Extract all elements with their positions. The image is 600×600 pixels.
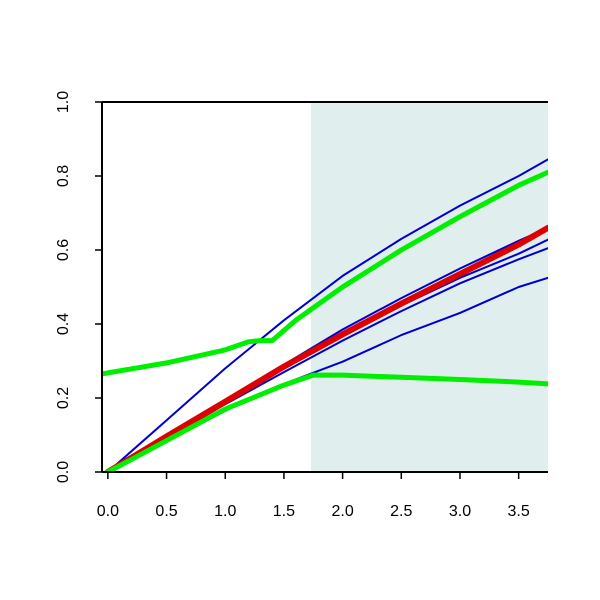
x-tick-label: 2.0	[331, 503, 353, 520]
y-tick-label: 0.2	[55, 387, 72, 409]
x-tick-label: 0.5	[155, 503, 177, 520]
series-line-6	[104, 224, 548, 472]
x-tick-label: 3.5	[508, 503, 530, 520]
x-tick-label: 1.0	[214, 503, 236, 520]
y-tick-label: 0.0	[55, 461, 72, 483]
series-line-1	[106, 158, 548, 472]
y-tick-label: 1.0	[55, 91, 72, 113]
x-tick-label: 3.0	[449, 503, 471, 520]
y-tick-label: 0.6	[55, 239, 72, 261]
x-tick-label: 2.5	[390, 503, 412, 520]
x-tick-label: 1.5	[273, 503, 295, 520]
x-tick-label: 0.0	[97, 503, 119, 520]
y-tick-label: 0.8	[55, 165, 72, 187]
y-tick-label: 0.4	[55, 313, 72, 335]
series-line-7	[102, 169, 548, 377]
series-line-8	[105, 372, 548, 472]
